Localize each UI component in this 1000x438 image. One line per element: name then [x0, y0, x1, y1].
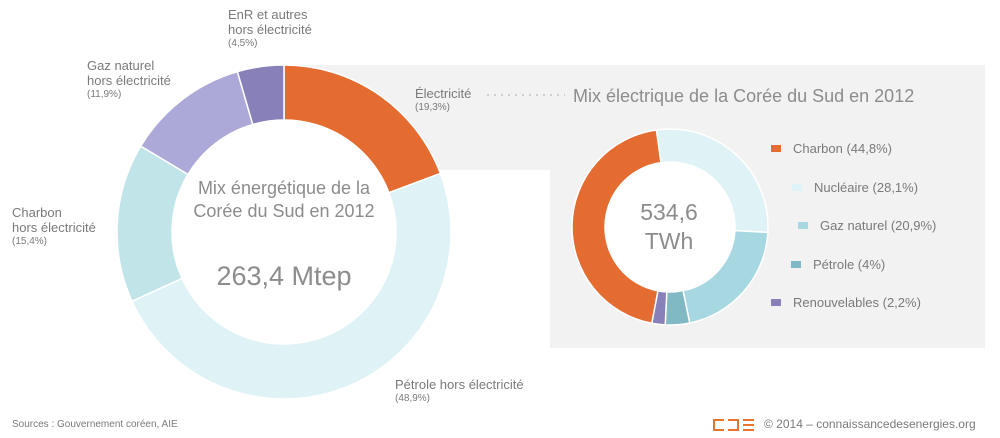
- total-value: 534,6: [640, 199, 698, 225]
- cde-logo-icon: [713, 419, 754, 431]
- legend-label: Charbon (44,8%): [793, 141, 892, 156]
- legend-label: Nucléaire (28,1%): [814, 180, 919, 195]
- big-donut-hole: [172, 120, 396, 344]
- small-donut-total: 534,6 TWh: [609, 198, 729, 256]
- label-enr: EnR et autres hors électricité (4,5%): [228, 7, 312, 49]
- label-gaz: Gaz naturel hors électricité (11,9%): [87, 58, 171, 100]
- small-donut-hole: [605, 162, 735, 292]
- legend-label: Pétrole (4%): [813, 257, 886, 272]
- cde-logo: [713, 418, 755, 436]
- legend-item-charbon: Charbon (44,8%): [771, 141, 892, 156]
- legend-item-petrole: Pétrole (4%): [791, 257, 885, 272]
- total-unit: TWh: [644, 228, 694, 254]
- legend-swatch: [791, 261, 801, 268]
- legend-swatch: [798, 222, 808, 229]
- legend-label: Renouvelables (2,2%): [793, 295, 921, 310]
- legend-label: Gaz naturel (20,9%): [820, 218, 937, 233]
- copyright-text: © 2014 – connaissancedesenergies.org: [764, 417, 976, 431]
- sources-text: Sources : Gouvernement coréen, AIE: [12, 419, 178, 430]
- legend-item-nucleaire: Nucléaire (28,1%): [792, 180, 918, 195]
- label-petrole: Pétrole hors électricité (48,9%): [395, 377, 524, 404]
- legend-swatch: [792, 184, 802, 191]
- label-electricite: Électricité (19,3%): [415, 86, 472, 113]
- legend-item-renouvelables: Renouvelables (2,2%): [771, 295, 921, 310]
- label-charbon: Charbon hors électricité (15,4%): [12, 205, 96, 247]
- big-donut-total: 263,4 Mtep: [216, 261, 352, 291]
- small-donut-title: Mix électrique de la Corée du Sud en 201…: [573, 86, 915, 106]
- legend-swatch: [771, 299, 781, 306]
- legend-item-gaz: Gaz naturel (20,9%): [798, 218, 936, 233]
- legend-swatch: [771, 145, 781, 152]
- big-donut-title: Mix énergétique de la Corée du Sud en 20…: [193, 178, 375, 221]
